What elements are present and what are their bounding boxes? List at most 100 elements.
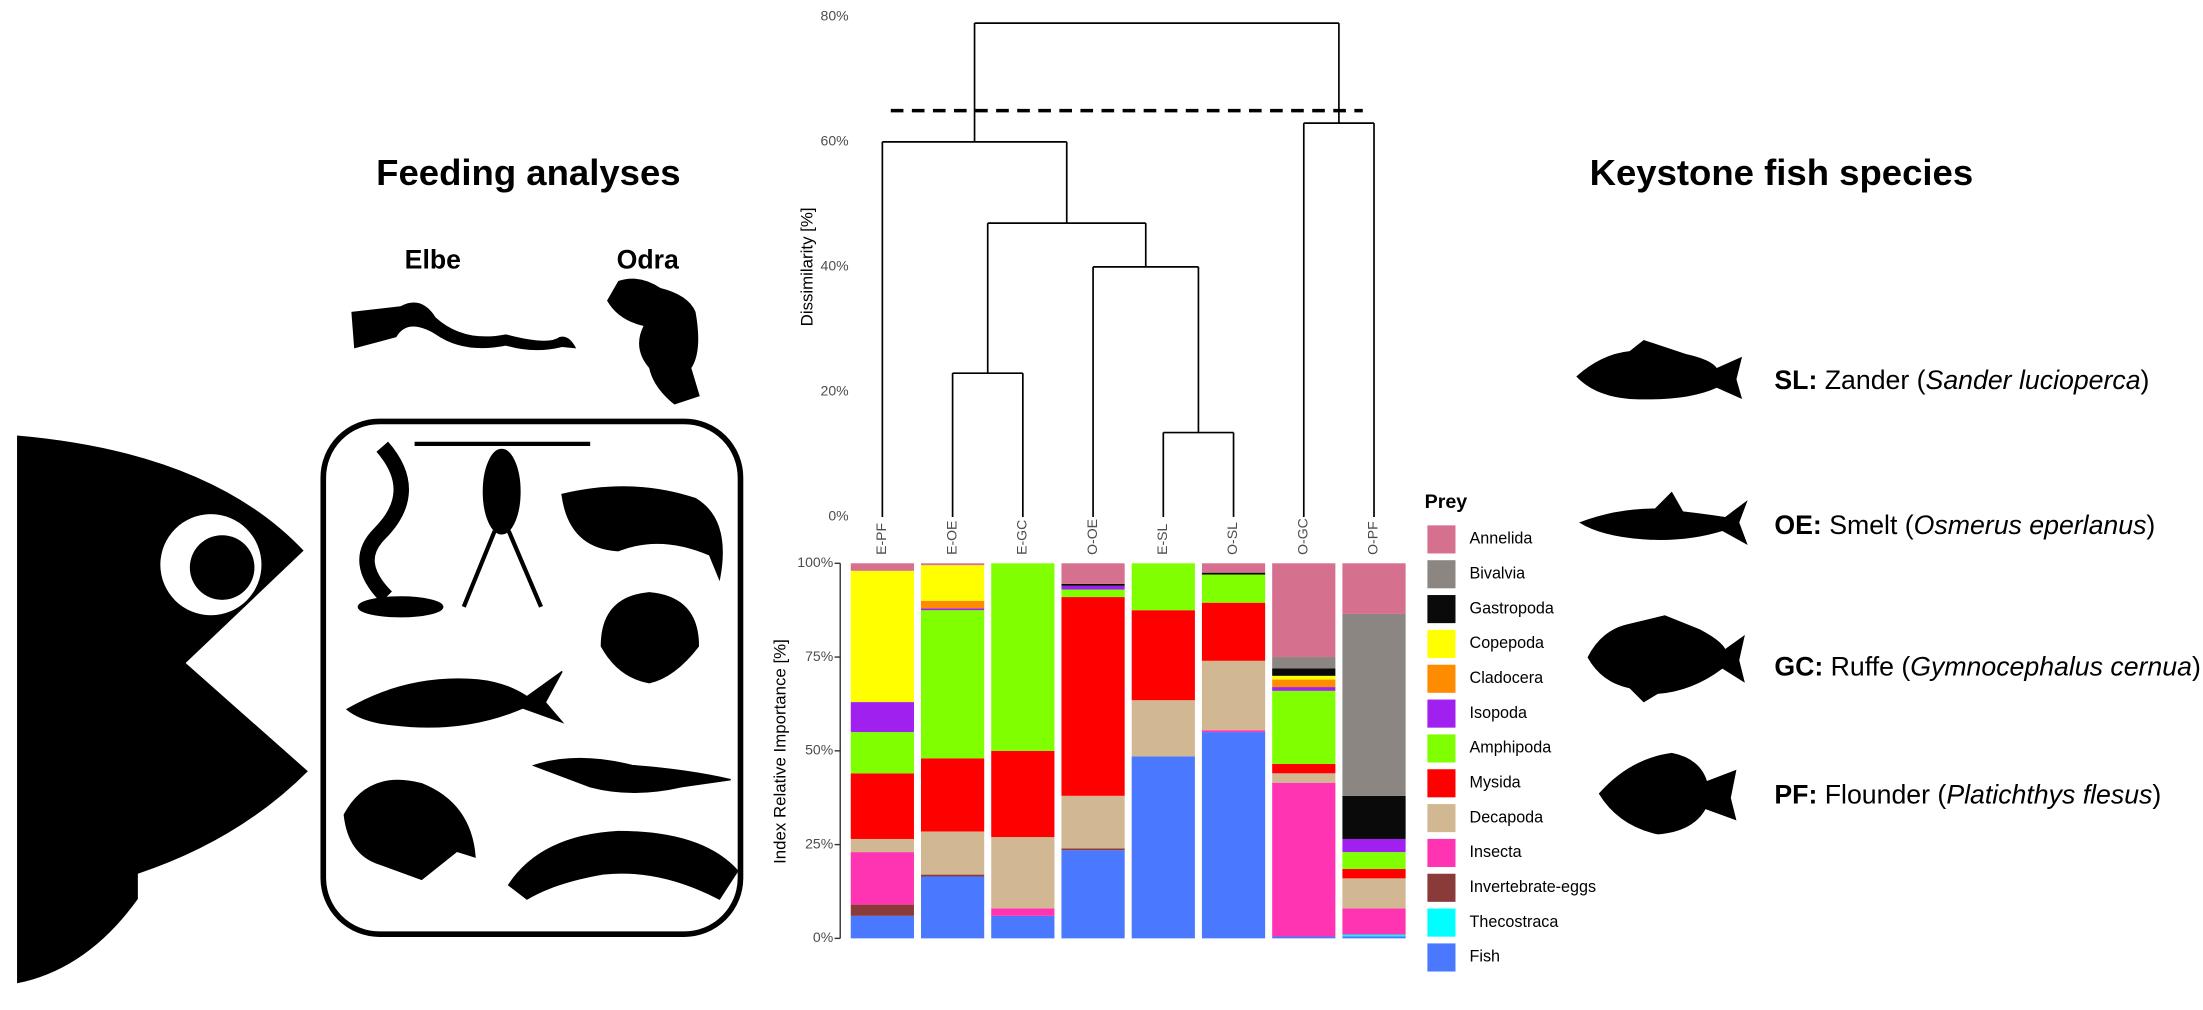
legend-label: Decapoda (1470, 808, 1544, 826)
y-tick-label: 40% (821, 258, 849, 274)
bar-segment (1061, 589, 1125, 598)
legend-label: Annelida (1470, 530, 1533, 548)
legend-label: Fish (1470, 948, 1501, 966)
bar-segment (991, 837, 1055, 909)
bar-segment (1201, 563, 1266, 573)
x-tick-label: O-PF (1365, 521, 1381, 555)
legend-label: Invertebrate-eggs (1470, 878, 1597, 896)
bar-segment (850, 732, 914, 774)
species-code: PF: (1774, 780, 1817, 810)
legend-swatch (1427, 804, 1456, 833)
prey-silhouettes (343, 441, 739, 900)
bar-segment (1061, 597, 1125, 796)
bar-segment (1131, 700, 1195, 757)
bar-segment (850, 852, 914, 905)
y-tick-label: 50% (805, 742, 833, 758)
bar-segment (1131, 610, 1195, 701)
bar-segment (1342, 934, 1406, 937)
y-tick-label: 100% (797, 554, 833, 570)
bar-segment (920, 565, 985, 601)
legend-swatch (1427, 629, 1456, 658)
x-tick-label: O-SL (1224, 522, 1240, 555)
legend-label: Isopoda (1470, 704, 1527, 722)
legend-swatch (1427, 560, 1456, 589)
bar-segment (850, 570, 914, 703)
bar-segment (1272, 563, 1336, 658)
species-code: SL: (1774, 365, 1817, 395)
bar-segment (1201, 574, 1266, 603)
species-name: Flounder ( (1817, 780, 1946, 810)
bar-segment (1272, 657, 1336, 669)
right-title: Keystone fish species (1590, 152, 1974, 193)
river-label: Odra (617, 244, 679, 274)
species-close: ) (2141, 365, 2150, 395)
legend-swatch (1427, 838, 1456, 867)
bar-segment (1201, 732, 1266, 939)
bar-segment (1272, 690, 1336, 764)
bar-segment (1061, 583, 1125, 586)
bar-segment (920, 874, 985, 877)
bar-segment (850, 563, 914, 571)
bar-segment (1061, 563, 1125, 584)
bar-segment (850, 915, 914, 939)
y-axis-title: Index Relative Importance [%] (771, 639, 790, 864)
species-latin: Sander lucioperca (1926, 365, 2141, 395)
bar-segment (920, 563, 985, 566)
bar-segment (1342, 852, 1406, 869)
bar-segment (1342, 868, 1406, 879)
species-latin: Osmerus eperlanus (1914, 510, 2147, 540)
legend-swatch (1427, 525, 1456, 554)
species-code: OE: (1774, 510, 1821, 540)
bar-segment (850, 773, 914, 839)
bar-segment (920, 600, 985, 609)
bar-segment (1272, 687, 1336, 691)
legend-title: Prey (1425, 491, 1468, 513)
y-tick-label: 80% (821, 8, 849, 24)
bar-segment (991, 563, 1055, 751)
y-axis-title: Dissimilarity [%] (797, 207, 816, 326)
bar-segment (1342, 908, 1406, 935)
legend-label: Insecta (1470, 843, 1522, 861)
legend-label: Cladocera (1470, 669, 1544, 687)
bar-segment (1342, 563, 1406, 614)
species-list: SL: Zander (Sander lucioperca)OE: Smelt … (1774, 365, 2200, 809)
bar-segment (991, 915, 1055, 939)
river-maps (351, 278, 700, 405)
x-tick-label: E-OE (943, 521, 959, 555)
bar-segment (1342, 613, 1406, 796)
bar-segment (920, 608, 985, 611)
x-tick-label: O-GC (1294, 518, 1310, 555)
bar-segment (991, 908, 1055, 916)
species-close: ) (2152, 780, 2161, 810)
x-tick-label: E-GC (1014, 520, 1030, 555)
legend-label: Mysida (1470, 774, 1521, 792)
legend-label: Amphipoda (1470, 739, 1552, 757)
bar-segment (1061, 795, 1125, 849)
bar-segment (1272, 763, 1336, 774)
legend-label: Bivalvia (1470, 565, 1526, 583)
y-tick-label: 75% (805, 648, 833, 664)
x-tick-label: E-PF (873, 522, 889, 554)
bar-segment (1061, 585, 1125, 590)
bar-segment (920, 876, 985, 939)
bar-segment (920, 831, 985, 875)
fish-head-illustration (17, 435, 308, 984)
legend-swatch (1427, 908, 1456, 937)
y-tick-label: 0% (813, 929, 833, 945)
legend-label: Thecostraca (1470, 913, 1559, 931)
bar-segment (1201, 660, 1266, 731)
bar-segment (1272, 782, 1336, 937)
y-tick-label: 20% (821, 383, 849, 399)
y-tick-label: 60% (821, 133, 849, 149)
plot-area: 0% 20% 40% 60% 80% 0% 25% 50% 75% 100% E-PF E-OE E-G… (797, 8, 1596, 972)
bar-segment (1201, 602, 1266, 661)
bar-segment (1342, 795, 1406, 839)
species-latin: Platichthys flesus (1946, 780, 2152, 810)
bar-segment (1201, 572, 1266, 575)
y-tick-label: 0% (828, 508, 848, 524)
bar-segment (1272, 773, 1336, 783)
bar-segment (1272, 679, 1336, 688)
bar-segment (1342, 878, 1406, 909)
bar-segment (1272, 668, 1336, 676)
